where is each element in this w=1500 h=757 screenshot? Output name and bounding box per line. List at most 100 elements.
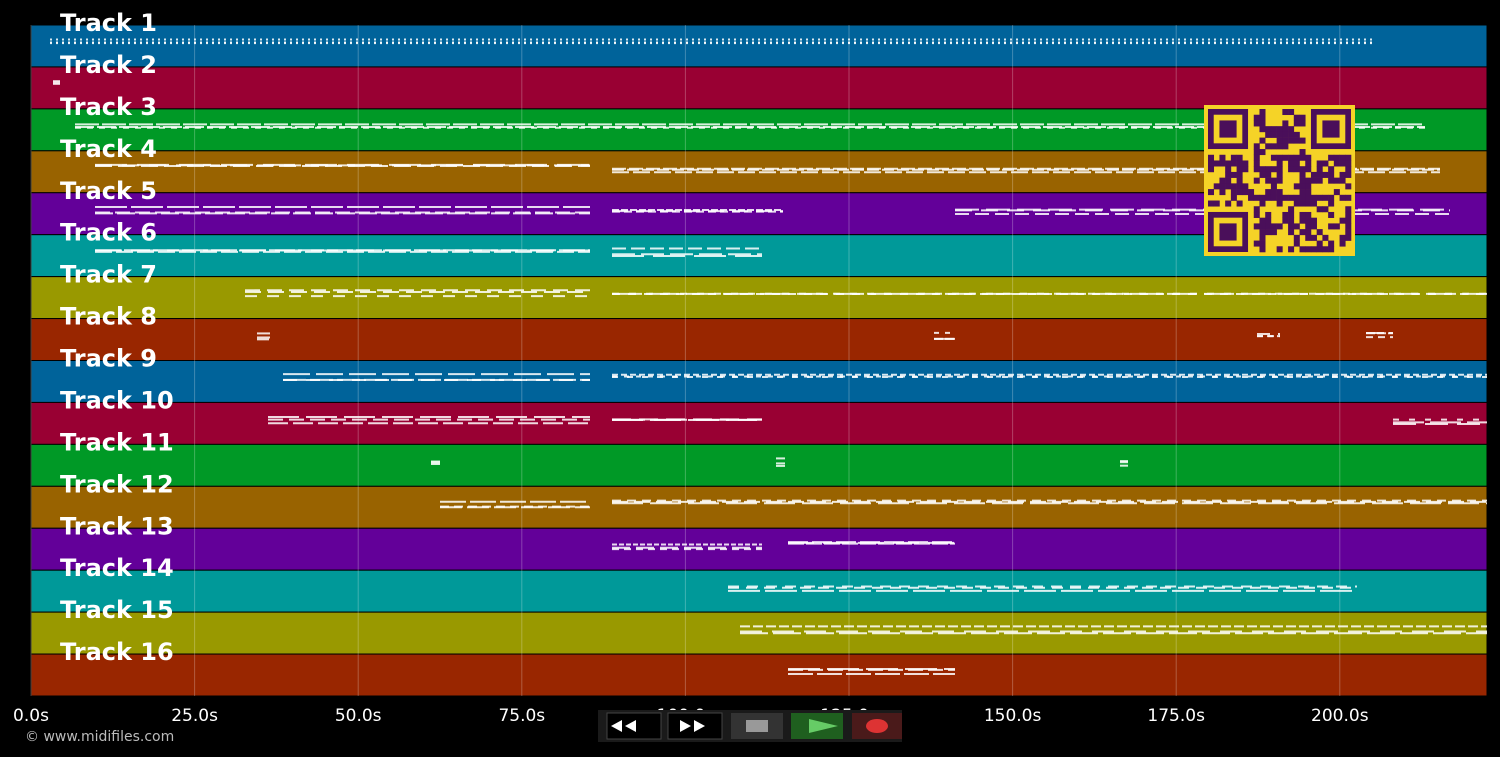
- qr-module: [1253, 149, 1260, 156]
- qr-module: [1293, 200, 1300, 207]
- qr-module: [1259, 200, 1266, 207]
- qr-module: [1310, 217, 1317, 224]
- qr-module: [1276, 200, 1283, 207]
- qr-module: [1282, 217, 1289, 224]
- qr-module: [1253, 143, 1260, 150]
- qr-module: [1288, 160, 1295, 167]
- qr-module: [1293, 240, 1300, 247]
- qr-module: [1333, 177, 1340, 184]
- qr-module: [1333, 223, 1340, 230]
- qr-module: [1299, 200, 1306, 207]
- qr-module: [1259, 171, 1266, 178]
- qr-module: [1270, 223, 1277, 230]
- qr-module: [1253, 114, 1260, 121]
- qr-module: [1265, 194, 1272, 201]
- track-label: Track 2: [60, 51, 157, 79]
- qr-module: [1259, 240, 1266, 247]
- qr-module: [1225, 171, 1232, 178]
- qr-module: [1288, 229, 1295, 236]
- tick-label: 75.0s: [498, 706, 545, 726]
- qr-module: [1333, 154, 1340, 161]
- qr-module: [1270, 194, 1277, 201]
- qr-module: [1253, 160, 1260, 167]
- qr-module: [1208, 200, 1215, 207]
- qr-code: [1204, 105, 1355, 256]
- qr-module: [1322, 234, 1329, 241]
- qr-module: [1339, 240, 1346, 247]
- qr-module: [1293, 223, 1300, 230]
- qr-module: [1293, 131, 1300, 138]
- qr-module: [1242, 189, 1249, 196]
- qr-module: [1288, 137, 1295, 144]
- track-lane: [30, 276, 1488, 320]
- stop-button[interactable]: [731, 713, 783, 739]
- rewind-button[interactable]: [606, 712, 662, 740]
- qr-module: [1345, 160, 1352, 167]
- qr-module: [1253, 211, 1260, 218]
- qr-module: [1305, 189, 1312, 196]
- qr-module: [1276, 160, 1283, 167]
- qr-module: [1265, 211, 1272, 218]
- qr-module: [1305, 194, 1312, 201]
- qr-module: [1299, 114, 1306, 121]
- qr-finder: [1219, 223, 1237, 241]
- record-button[interactable]: [852, 713, 902, 739]
- track-lane: [30, 653, 1488, 697]
- track-lane: [30, 485, 1488, 529]
- qr-module: [1333, 189, 1340, 196]
- qr-module: [1299, 189, 1306, 196]
- qr-module: [1253, 240, 1260, 247]
- qr-module: [1225, 183, 1232, 190]
- qr-module: [1293, 160, 1300, 167]
- qr-module: [1310, 246, 1317, 253]
- tick-label: 25.0s: [171, 706, 218, 726]
- qr-module: [1293, 120, 1300, 127]
- track-lane: [30, 318, 1488, 361]
- qr-module: [1265, 171, 1272, 178]
- qr-module: [1270, 189, 1277, 196]
- qr-module: [1282, 126, 1289, 133]
- qr-module: [1270, 126, 1277, 133]
- qr-module: [1248, 194, 1255, 201]
- qr-module: [1293, 194, 1300, 201]
- track-label: Track 6: [60, 219, 157, 247]
- qr-module: [1219, 160, 1226, 167]
- qr-module: [1253, 154, 1260, 161]
- qr-module: [1219, 177, 1226, 184]
- qr-module: [1230, 189, 1237, 196]
- qr-module: [1305, 177, 1312, 184]
- qr-module: [1310, 200, 1317, 207]
- qr-module: [1322, 160, 1329, 167]
- qr-module: [1253, 120, 1260, 127]
- qr-module: [1225, 160, 1232, 167]
- qr-module: [1242, 166, 1249, 173]
- qr-module: [1305, 160, 1312, 167]
- qr-module: [1213, 160, 1220, 167]
- qr-module: [1322, 171, 1329, 178]
- qr-module: [1213, 183, 1220, 190]
- qr-module: [1265, 166, 1272, 173]
- qr-module: [1345, 171, 1352, 178]
- qr-module: [1225, 200, 1232, 207]
- qr-module: [1328, 166, 1335, 173]
- qr-module: [1236, 166, 1243, 173]
- track-label: Track 16: [60, 638, 174, 666]
- fast-forward-button[interactable]: [667, 712, 723, 740]
- qr-module: [1339, 234, 1346, 241]
- qr-module: [1288, 194, 1295, 201]
- play-button[interactable]: [791, 713, 843, 739]
- qr-module: [1219, 183, 1226, 190]
- qr-module: [1259, 126, 1266, 133]
- qr-module: [1270, 183, 1277, 190]
- qr-module: [1259, 120, 1266, 127]
- qr-module: [1316, 166, 1323, 173]
- qr-module: [1328, 246, 1335, 253]
- qr-module: [1345, 211, 1352, 218]
- qr-module: [1270, 177, 1277, 184]
- qr-module: [1288, 223, 1295, 230]
- qr-module: [1305, 223, 1312, 230]
- qr-module: [1345, 206, 1352, 213]
- qr-module: [1265, 131, 1272, 138]
- qr-module: [1310, 223, 1317, 230]
